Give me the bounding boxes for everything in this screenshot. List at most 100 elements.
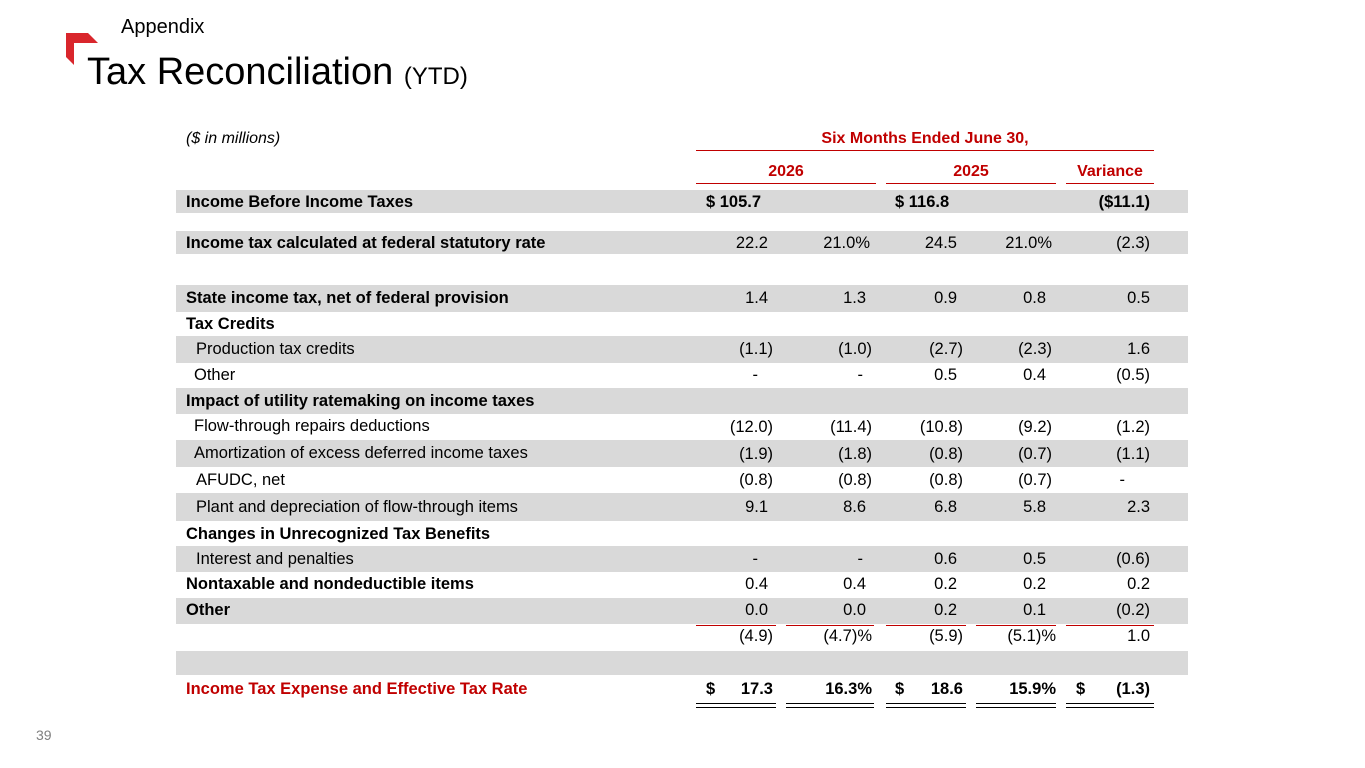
cell-2026-amount: 0.0 [745,601,768,619]
page-title: Tax Reconciliation (YTD) [87,51,468,94]
cell-2026-amount: (1.1) [739,340,773,358]
row-label: Plant and depreciation of flow-through i… [196,498,518,516]
cell-2025-amount: 18.6 [930,680,963,698]
cell-variance: (1.1) [1116,445,1150,463]
cell-2025-rate: (9.2) [1018,418,1052,436]
row-label: Production tax credits [196,340,355,358]
table-row: Tax Credits [176,312,1188,336]
subtotal-topline [696,625,776,626]
cell-variance: ($11.1) [1098,193,1150,211]
cell-2025-rate: 15.9% [1009,680,1056,698]
cell-2026-rate: (1.0) [838,340,872,358]
cell-2025-amount: 0.6 [934,550,957,568]
col-header-2025: 2025 [953,163,989,180]
cell-variance: - [1119,471,1126,489]
total-double-underline [1066,703,1154,708]
cell-2025-rate: 0.4 [1023,366,1046,384]
cell-2026-amount: 22.2 [735,234,768,252]
table-row: Production tax credits (1.1) (1.0) (2.7)… [176,336,1188,363]
col-header-variance: Variance [1077,163,1143,180]
units-note: ($ in millions) [186,130,281,147]
cell-variance: 1.0 [1127,627,1150,645]
cell-2025-rate: 5.8 [1023,498,1046,516]
cell-2025-amount: (0.8) [929,471,963,489]
table-row: (4.9) (4.7)% (5.9) (5.1)% 1.0 [176,624,1188,650]
total-double-underline [786,703,874,708]
table-row [176,651,1188,675]
cell-2025-amount: (2.7) [929,340,963,358]
cell-2026-amount: 0.4 [745,575,768,593]
col-header-2026-underline [696,183,876,184]
row-label: Other [186,601,231,619]
cell-2025-rate: 21.0% [1005,234,1052,252]
section-label: Appendix [121,16,205,38]
cell-2026-amount: 1.4 [745,289,768,307]
total-double-underline [696,703,776,708]
cell-variance: (1.2) [1116,418,1150,436]
row-label: Tax Credits [186,315,275,333]
cell-2025-amount: 0.9 [934,289,957,307]
cell-2026-amount: (12.0) [729,418,773,436]
cell-variance: (0.6) [1116,550,1150,568]
row-label: Income Before Income Taxes [186,193,414,211]
subtotal-topline [886,625,966,626]
table-row: Impact of utility ratemaking on income t… [176,388,1188,414]
tax-reconciliation-table: ($ in millions) Six Months Ended June 30… [176,126,1188,712]
row-label: State income tax, net of federal provisi… [186,289,509,307]
row-label: AFUDC, net [196,471,285,489]
cell-2025-rate: (5.1)% [1007,627,1056,645]
cell-2026-rate: (11.4) [830,418,872,436]
table-row: Other - - 0.5 0.4 (0.5) [176,363,1188,388]
currency-sign: $ [1076,680,1086,698]
cell-2026-rate: 8.6 [843,498,866,516]
cell-2026-amount: - [752,366,759,384]
cell-variance: 1.6 [1127,340,1150,358]
period-header-underline [696,150,1154,151]
brand-logo-icon [66,33,98,65]
period-header: Six Months Ended June 30, [821,130,1029,147]
cell-2026-rate: 1.3 [843,289,866,307]
table-row: Interest and penalties - - 0.6 0.5 (0.6) [176,546,1188,572]
table-row: Income Tax Expense and Effective Tax Rat… [176,677,1188,703]
row-label: Nontaxable and nondeductible items [186,575,474,593]
cell-2026-rate: (1.8) [838,445,872,463]
cell-2025-amount: 0.5 [934,366,957,384]
cell-variance: (2.3) [1116,234,1150,252]
cell-2026-rate: - [857,550,864,568]
table-row: Flow-through repairs deductions (12.0) (… [176,414,1188,440]
cell-2026-amount: 9.1 [745,498,768,516]
subtotal-topline [1066,625,1154,626]
total-double-underline [976,703,1056,708]
cell-2025-amount: 24.5 [924,234,957,252]
row-label: Changes in Unrecognized Tax Benefits [186,525,491,543]
cell-2026-rate: 0.0 [843,601,866,619]
cell-2026-rate: 16.3% [825,680,872,698]
page-number: 39 [36,727,52,743]
row-label: Income Tax Expense and Effective Tax Rat… [186,680,528,698]
cell-2025-rate: (0.7) [1018,471,1052,489]
total-double-underline [886,703,966,708]
table-row: Income Before Income Taxes $ 105.7 $ 116… [176,190,1188,213]
table-row: Plant and depreciation of flow-through i… [176,493,1188,521]
row-label: Flow-through repairs deductions [194,417,430,435]
cell-2025-rate: 0.2 [1023,575,1046,593]
table-row: Changes in Unrecognized Tax Benefits [176,521,1188,546]
cell-variance: (0.5) [1116,366,1150,384]
cell-2025-rate: 0.1 [1023,601,1046,619]
col-header-2025-underline [886,183,1056,184]
cell-2025-amount: (0.8) [929,445,963,463]
subtotal-topline [786,625,874,626]
cell-2025-amount: 0.2 [934,575,957,593]
cell-2026-amount: (4.9) [739,627,773,645]
row-label: Amortization of excess deferred income t… [194,444,528,462]
table-row: State income tax, net of federal provisi… [176,285,1188,312]
cell-2026-rate: (4.7)% [823,627,872,645]
col-header-2026: 2026 [768,163,804,180]
currency-sign: $ [895,680,905,698]
cell-variance: 0.2 [1127,575,1150,593]
cell-2026-rate: (0.8) [838,471,872,489]
cell-2026-amount: 17.3 [740,680,773,698]
cell-2026-amount: - [752,550,759,568]
cell-2025-rate: (0.7) [1018,445,1052,463]
cell-2026-amount: $ 105.7 [706,193,762,211]
